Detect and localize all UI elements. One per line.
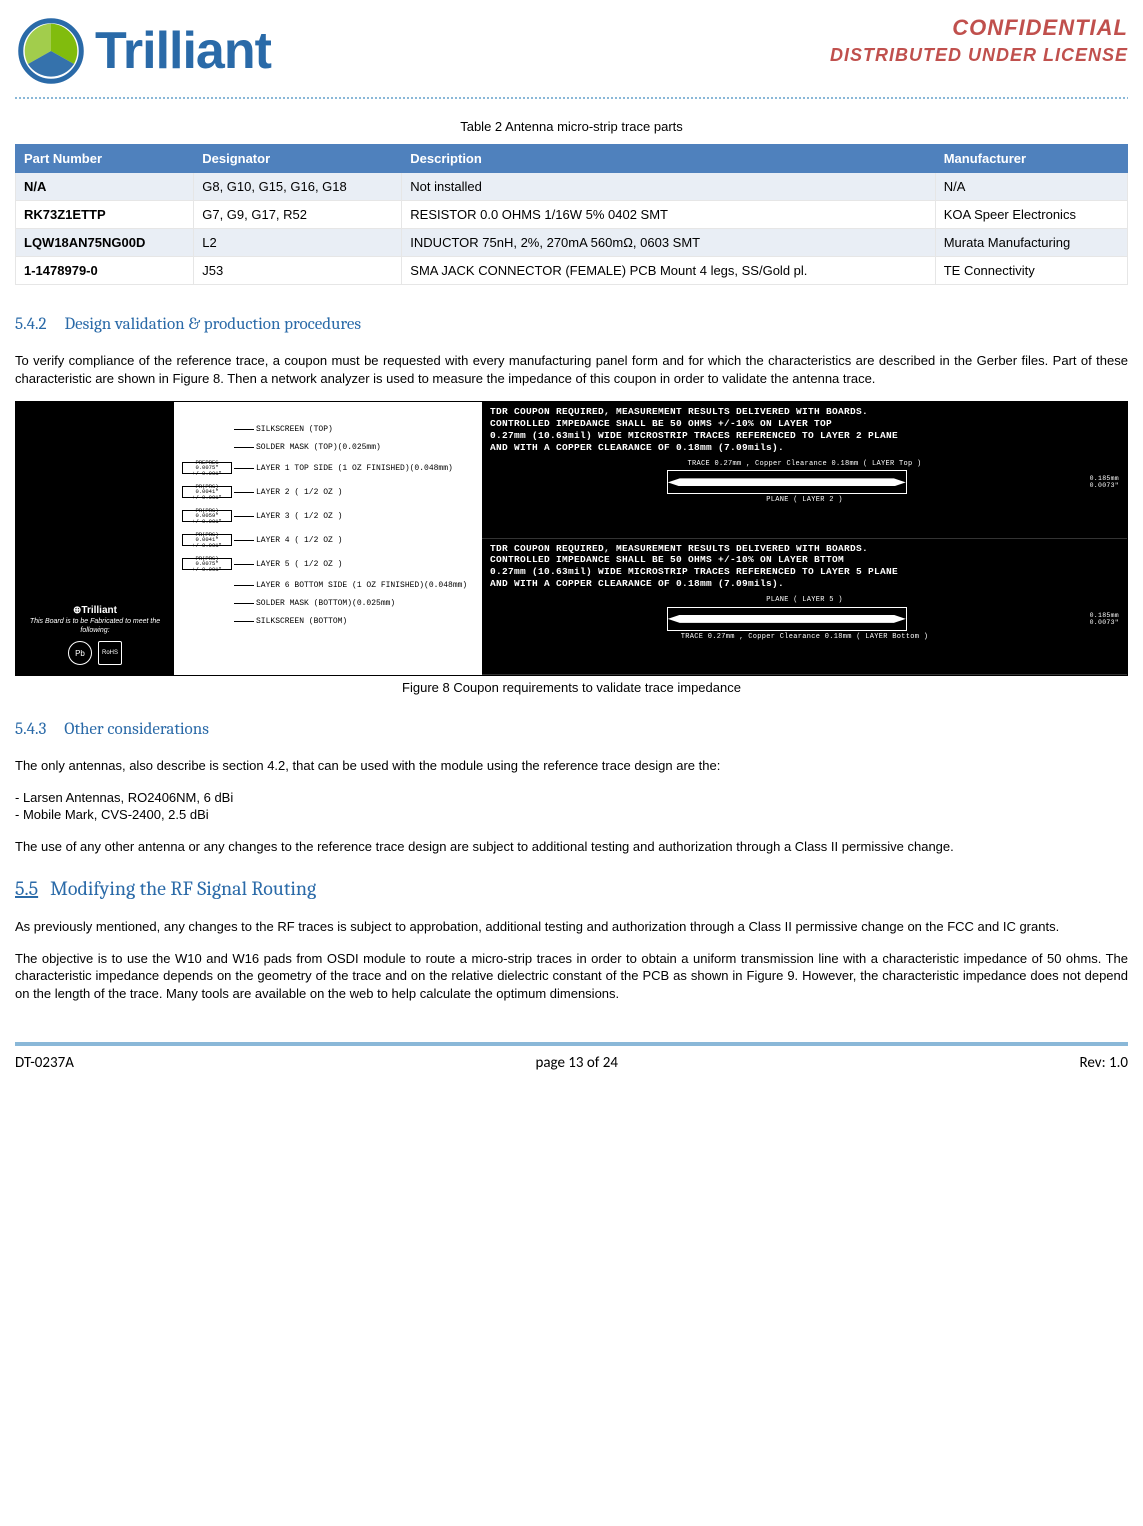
prepreg-box: PREPREG0.0075" +/-0.001"	[182, 462, 232, 474]
section-title: Other considerations	[64, 720, 209, 739]
coupon-line: TDR COUPON REQUIRED, MEASUREMENT RESULTS…	[490, 406, 1119, 418]
cell-des: G8, G10, G15, G16, G18	[194, 173, 402, 201]
coupon-line: AND WITH A COPPER CLEARANCE OF 0.18mm (7…	[490, 578, 1119, 590]
coupon-plane-label: PLANE ( LAYER 5 )	[490, 596, 1119, 605]
stack-layer: LAYER 2 ( 1/2 OZ )	[256, 488, 342, 497]
coupon-line: 0.27mm (10.63mil) WIDE MICROSTRIP TRACES…	[490, 566, 1119, 578]
coupon-cross-section-icon	[667, 607, 907, 631]
page-header: Trilliant CONFIDENTIAL DISTRIBUTED UNDER…	[15, 15, 1128, 87]
coupon-line: TDR COUPON REQUIRED, MEASUREMENT RESULTS…	[490, 543, 1119, 555]
logo: Trilliant	[15, 15, 271, 87]
footer-revision: Rev: 1.0	[1080, 1054, 1128, 1072]
cell-des: L2	[194, 229, 402, 257]
stack-layer: LAYER 6 BOTTOM SIDE (1 OZ FINISHED)(0.04…	[256, 581, 467, 590]
s542-paragraph: To verify compliance of the reference tr…	[15, 352, 1128, 387]
logo-icon	[15, 15, 87, 87]
cell-desc: RESISTOR 0.0 OHMS 1/16W 5% 0402 SMT	[402, 201, 935, 229]
distributed-label: DISTRIBUTED UNDER LICENSE	[830, 45, 1128, 66]
rohs-icon: RoHS	[98, 641, 122, 665]
cell-pn: RK73Z1ETTP	[16, 201, 194, 229]
footer-rule	[15, 1042, 1128, 1046]
coupon-dim: 0.185mm	[1090, 475, 1119, 482]
cell-pn: 1-1478979-0	[16, 257, 194, 285]
coupon-line: CONTROLLED IMPEDANCE SHALL BE 50 OHMS +/…	[490, 554, 1119, 566]
cell-mfr: N/A	[935, 173, 1127, 201]
figure-stackup-panel: SILKSCREEN (TOP) SOLDER MASK (TOP)(0.025…	[174, 402, 482, 675]
section-title: Design validation & production procedure…	[64, 315, 361, 334]
confidential-block: CONFIDENTIAL DISTRIBUTED UNDER LICENSE	[830, 15, 1128, 66]
coupon-bottom-panel: TDR COUPON REQUIRED, MEASUREMENT RESULTS…	[482, 539, 1127, 676]
table-row: 1-1478979-0 J53 SMA JACK CONNECTOR (FEMA…	[16, 257, 1128, 285]
col-description: Description	[402, 145, 935, 173]
mini-logo-text: This Board is to be Fabricated to meet t…	[22, 618, 168, 635]
table-row: LQW18AN75NG00D L2 INDUCTOR 75nH, 2%, 270…	[16, 229, 1128, 257]
figure-coupon-panels: TDR COUPON REQUIRED, MEASUREMENT RESULTS…	[482, 402, 1127, 675]
figure-8: ⊕Trilliant This Board is to be Fabricate…	[15, 401, 1128, 676]
section-number: 5.4.3	[15, 720, 46, 739]
confidential-label: CONFIDENTIAL	[830, 15, 1128, 41]
stack-layer: SOLDER MASK (TOP)(0.025mm)	[256, 443, 381, 452]
cell-des: J53	[194, 257, 402, 285]
coupon-dim: 0.0073"	[1090, 482, 1119, 489]
coupon-line: AND WITH A COPPER CLEARANCE OF 0.18mm (7…	[490, 442, 1119, 454]
col-designator: Designator	[194, 145, 402, 173]
logo-text: Trilliant	[95, 21, 271, 81]
coupon-cross-section-icon	[667, 470, 907, 494]
cell-mfr: Murata Manufacturing	[935, 229, 1127, 257]
prepreg-box: PR(PRG)0.0041" +/-0.001"	[182, 486, 232, 498]
pb-free-icon: Pb	[68, 641, 92, 665]
parts-table: Part Number Designator Description Manuf…	[15, 144, 1128, 285]
coupon-trace-label: TRACE 0.27mm , Copper Clearance 0.18mm (…	[490, 633, 1119, 642]
cell-desc: Not installed	[402, 173, 935, 201]
s55-p1: As previously mentioned, any changes to …	[15, 918, 1128, 936]
section-5-5-heading: 5.5 Modifying the RF Signal Routing	[15, 877, 1128, 900]
s543-p2: The use of any other antenna or any chan…	[15, 838, 1128, 856]
footer-page-number: page 13 of 24	[535, 1054, 618, 1072]
stack-layer: SILKSCREEN (BOTTOM)	[256, 617, 347, 626]
coupon-dim: 0.0073"	[1090, 619, 1119, 626]
coupon-top-panel: TDR COUPON REQUIRED, MEASUREMENT RESULTS…	[482, 402, 1127, 539]
section-5-4-3-heading: 5.4.3 Other considerations	[15, 720, 1128, 739]
stack-layer: LAYER 3 ( 1/2 OZ )	[256, 512, 342, 521]
prepreg-box: PR(PRG)0.0075" +/-0.001"	[182, 558, 232, 570]
prepreg-box: PR(PRG)0.0041" +/-0.001"	[182, 534, 232, 546]
header-rule	[15, 97, 1128, 99]
section-number: 5.5	[15, 877, 38, 900]
footer-doc-id: DT-0237A	[15, 1054, 74, 1072]
col-manufacturer: Manufacturer	[935, 145, 1127, 173]
s543-p1: The only antennas, also describe is sect…	[15, 757, 1128, 775]
cell-mfr: KOA Speer Electronics	[935, 201, 1127, 229]
section-5-4-2-heading: 5.4.2 Design validation & production proc…	[15, 315, 1128, 334]
page-footer: DT-0237A page 13 of 24 Rev: 1.0	[15, 1054, 1128, 1072]
stack-layer: LAYER 5 ( 1/2 OZ )	[256, 560, 342, 569]
table-row: RK73Z1ETTP G7, G9, G17, R52 RESISTOR 0.0…	[16, 201, 1128, 229]
cell-pn: LQW18AN75NG00D	[16, 229, 194, 257]
cell-pn: N/A	[16, 173, 194, 201]
table2-caption: Table 2 Antenna micro-strip trace parts	[15, 119, 1128, 134]
section-title: Modifying the RF Signal Routing	[50, 877, 316, 900]
stack-layer: LAYER 1 TOP SIDE (1 OZ FINISHED)(0.048mm…	[256, 464, 453, 473]
mini-logo: ⊕Trilliant	[73, 605, 117, 616]
coupon-line: CONTROLLED IMPEDANCE SHALL BE 50 OHMS +/…	[490, 418, 1119, 430]
cell-desc: INDUCTOR 75nH, 2%, 270mA 560mΩ, 0603 SMT	[402, 229, 935, 257]
s55-p2: The objective is to use the W10 and W16 …	[15, 950, 1128, 1003]
coupon-line: 0.27mm (10.63mil) WIDE MICROSTRIP TRACES…	[490, 430, 1119, 442]
figure-8-caption: Figure 8 Coupon requirements to validate…	[15, 680, 1128, 695]
cell-mfr: TE Connectivity	[935, 257, 1127, 285]
stack-layer: SILKSCREEN (TOP)	[256, 425, 333, 434]
section-number: 5.4.2	[15, 315, 46, 334]
cell-desc: SMA JACK CONNECTOR (FEMALE) PCB Mount 4 …	[402, 257, 935, 285]
coupon-trace-label: TRACE 0.27mm , Copper Clearance 0.18mm (…	[490, 460, 1119, 469]
s543-bullet1: - Larsen Antennas, RO2406NM, 6 dBi	[15, 789, 1128, 807]
stack-layer: LAYER 4 ( 1/2 OZ )	[256, 536, 342, 545]
cell-des: G7, G9, G17, R52	[194, 201, 402, 229]
stack-layer: SOLDER MASK (BOTTOM)(0.025mm)	[256, 599, 395, 608]
table-row: N/A G8, G10, G15, G16, G18 Not installed…	[16, 173, 1128, 201]
prepreg-box: PR(PRG)0.0059" +/-0.001"	[182, 510, 232, 522]
coupon-plane-label: PLANE ( LAYER 2 )	[490, 496, 1119, 505]
coupon-dim: 0.185mm	[1090, 612, 1119, 619]
figure-left-panel: ⊕Trilliant This Board is to be Fabricate…	[16, 402, 174, 675]
col-part-number: Part Number	[16, 145, 194, 173]
s543-bullet2: - Mobile Mark, CVS-2400, 2.5 dBi	[15, 806, 1128, 824]
